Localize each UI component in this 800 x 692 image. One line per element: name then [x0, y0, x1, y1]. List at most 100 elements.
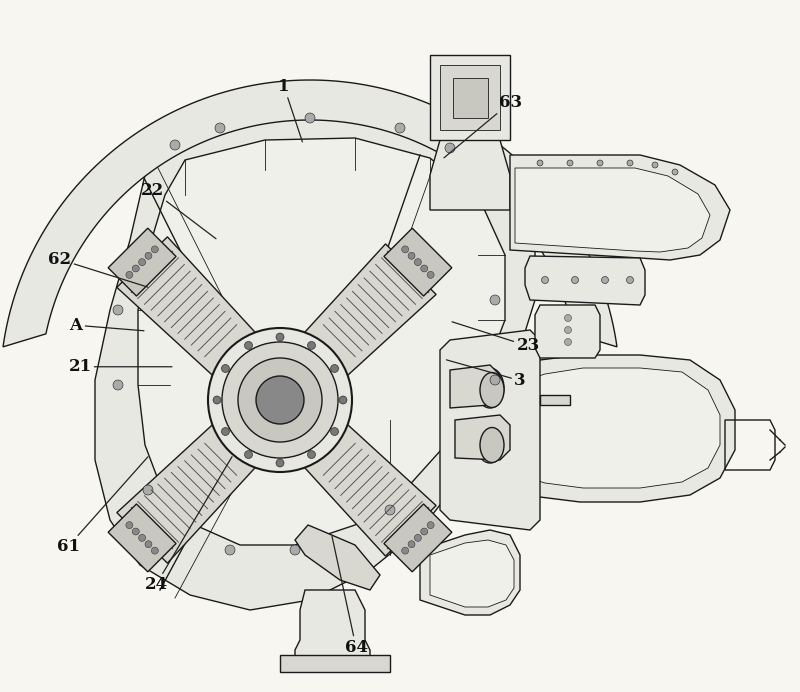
Polygon shape	[478, 368, 720, 488]
Circle shape	[138, 259, 146, 266]
Polygon shape	[455, 415, 510, 460]
Circle shape	[427, 271, 434, 278]
Circle shape	[126, 522, 133, 529]
Circle shape	[445, 143, 455, 153]
Circle shape	[213, 396, 221, 404]
Circle shape	[132, 265, 139, 272]
Circle shape	[565, 338, 571, 345]
Text: 3: 3	[446, 360, 526, 389]
Circle shape	[151, 547, 158, 554]
Circle shape	[542, 277, 549, 284]
Polygon shape	[540, 395, 570, 405]
Polygon shape	[108, 228, 176, 296]
Polygon shape	[453, 78, 488, 118]
Polygon shape	[515, 168, 710, 252]
Circle shape	[126, 271, 133, 278]
Circle shape	[256, 376, 304, 424]
Circle shape	[305, 113, 315, 123]
Ellipse shape	[476, 368, 504, 408]
Polygon shape	[420, 530, 520, 615]
Circle shape	[565, 314, 571, 322]
Text: 21: 21	[69, 358, 172, 375]
Circle shape	[672, 169, 678, 175]
Polygon shape	[465, 355, 735, 502]
Polygon shape	[430, 55, 510, 140]
Circle shape	[290, 545, 300, 555]
Circle shape	[276, 459, 284, 467]
Polygon shape	[535, 305, 600, 358]
Polygon shape	[430, 540, 514, 607]
Circle shape	[222, 342, 338, 458]
Circle shape	[113, 305, 123, 315]
Text: A: A	[70, 317, 144, 334]
Text: 1: 1	[278, 78, 302, 142]
Circle shape	[626, 277, 634, 284]
Circle shape	[307, 341, 315, 349]
Circle shape	[276, 333, 284, 341]
Circle shape	[490, 295, 500, 305]
Polygon shape	[295, 525, 380, 590]
Circle shape	[238, 358, 322, 442]
Text: 61: 61	[57, 457, 148, 555]
Circle shape	[602, 277, 609, 284]
Circle shape	[138, 534, 146, 541]
Circle shape	[537, 160, 543, 166]
Text: 24: 24	[145, 457, 232, 593]
Polygon shape	[280, 655, 390, 672]
Circle shape	[490, 375, 500, 385]
Polygon shape	[117, 237, 299, 419]
Circle shape	[330, 428, 338, 435]
Polygon shape	[525, 256, 645, 305]
Circle shape	[113, 380, 123, 390]
Circle shape	[567, 160, 573, 166]
Circle shape	[402, 547, 409, 554]
Circle shape	[408, 253, 415, 260]
Polygon shape	[261, 244, 436, 419]
Ellipse shape	[480, 428, 504, 462]
Circle shape	[208, 328, 352, 472]
Polygon shape	[295, 590, 370, 665]
Circle shape	[597, 160, 603, 166]
Circle shape	[339, 396, 347, 404]
Polygon shape	[108, 504, 176, 572]
Text: 63: 63	[444, 94, 522, 158]
Circle shape	[330, 365, 338, 372]
Circle shape	[132, 528, 139, 535]
Polygon shape	[450, 365, 500, 408]
Circle shape	[395, 123, 405, 133]
Polygon shape	[95, 100, 535, 610]
Circle shape	[145, 253, 152, 260]
Circle shape	[170, 140, 180, 150]
Circle shape	[402, 246, 409, 253]
Polygon shape	[117, 381, 299, 563]
Text: 23: 23	[452, 322, 540, 354]
Circle shape	[627, 160, 633, 166]
Polygon shape	[3, 80, 617, 347]
Circle shape	[421, 528, 428, 535]
Text: 64: 64	[332, 536, 367, 655]
Polygon shape	[430, 140, 510, 210]
Circle shape	[385, 505, 395, 515]
Circle shape	[652, 162, 658, 168]
Text: 22: 22	[140, 182, 216, 239]
Polygon shape	[440, 330, 540, 530]
Circle shape	[222, 365, 230, 372]
Circle shape	[145, 540, 152, 548]
Ellipse shape	[476, 423, 504, 463]
Circle shape	[222, 428, 230, 435]
Circle shape	[307, 450, 315, 459]
Circle shape	[565, 327, 571, 334]
Polygon shape	[510, 155, 730, 260]
Polygon shape	[138, 138, 505, 545]
Text: 62: 62	[49, 251, 148, 287]
Circle shape	[571, 277, 578, 284]
Circle shape	[245, 450, 253, 459]
Circle shape	[421, 265, 428, 272]
Circle shape	[225, 545, 235, 555]
Circle shape	[143, 485, 153, 495]
Circle shape	[408, 540, 415, 548]
Ellipse shape	[480, 372, 504, 408]
Circle shape	[427, 522, 434, 529]
Circle shape	[414, 534, 422, 541]
Circle shape	[245, 341, 253, 349]
